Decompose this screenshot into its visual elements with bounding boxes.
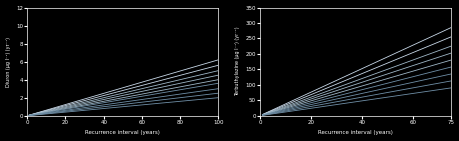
Y-axis label: Diuron (μg l⁻¹) (yr⁻¹): Diuron (μg l⁻¹) (yr⁻¹)	[6, 37, 11, 87]
X-axis label: Recurrence interval (years): Recurrence interval (years)	[85, 130, 160, 136]
X-axis label: Recurrence interval (years): Recurrence interval (years)	[317, 130, 392, 136]
Y-axis label: Terbuthylazine (μg l⁻¹) (yr⁻¹): Terbuthylazine (μg l⁻¹) (yr⁻¹)	[234, 27, 239, 96]
